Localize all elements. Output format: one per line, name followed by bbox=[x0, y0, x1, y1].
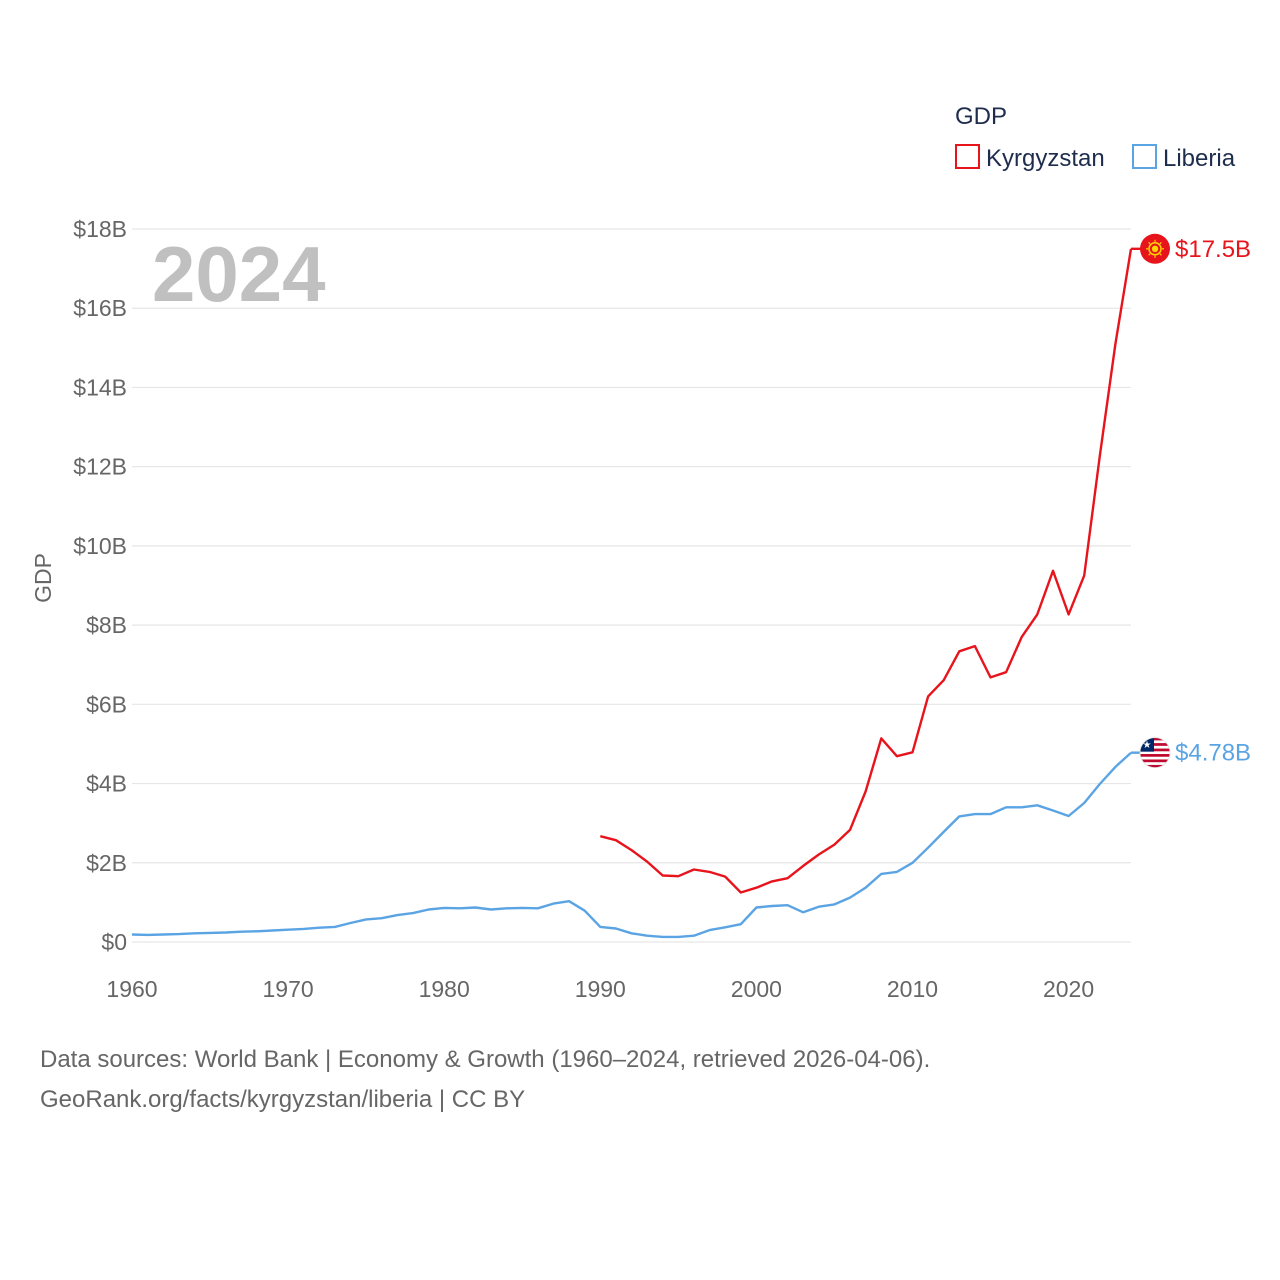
series-line-kyrgyzstan[interactable] bbox=[600, 248, 1133, 894]
x-tick-label: 1980 bbox=[419, 976, 470, 1002]
series-line-liberia[interactable] bbox=[131, 751, 1132, 939]
end-value-label-kyrgyzstan: $17.5B bbox=[1175, 236, 1251, 263]
y-tick-label: $10B bbox=[73, 533, 127, 559]
end-value-label-liberia: $4.78B bbox=[1175, 740, 1251, 767]
x-tick-label: 1970 bbox=[263, 976, 314, 1002]
series-lines bbox=[131, 247, 1141, 939]
y-tick-label: $16B bbox=[73, 295, 127, 321]
x-tick-label: 1990 bbox=[575, 976, 626, 1002]
y-tick-label: $0 bbox=[101, 929, 127, 955]
y-tick-label: $18B bbox=[73, 216, 127, 242]
y-tick-label: $2B bbox=[86, 850, 127, 876]
legend: GDP Kyrgyzstan Liberia bbox=[955, 103, 1236, 172]
x-tick-label: 2020 bbox=[1043, 976, 1094, 1002]
y-tick-label: $12B bbox=[73, 454, 127, 480]
legend-label-kyrgyzstan[interactable]: Kyrgyzstan bbox=[986, 145, 1105, 172]
legend-label-liberia[interactable]: Liberia bbox=[1163, 145, 1236, 172]
x-tick-label: 2000 bbox=[731, 976, 782, 1002]
y-axis-ticks: $0 $2B $4B $6B $8B $10B $12B $14B $16B $18B bbox=[73, 216, 127, 955]
footer-source-line: Data sources: World Bank | Economy & Gro… bbox=[40, 1046, 931, 1073]
liberia-flag-icon bbox=[1139, 737, 1171, 769]
y-tick-label: $6B bbox=[86, 691, 127, 717]
year-watermark: 2024 bbox=[152, 230, 326, 318]
legend-title: GDP bbox=[955, 103, 1007, 130]
y-axis-label: GDP bbox=[30, 553, 56, 603]
footer-link-line[interactable]: GeoRank.org/facts/kyrgyzstan/liberia | C… bbox=[40, 1086, 526, 1113]
y-tick-label: $14B bbox=[73, 374, 127, 400]
x-axis-ticks: 1960 1970 1980 1990 2000 2010 2020 bbox=[106, 976, 1094, 1002]
legend-swatch-liberia[interactable] bbox=[1132, 144, 1157, 169]
x-tick-label: 2010 bbox=[887, 976, 938, 1002]
y-tick-label: $4B bbox=[86, 771, 127, 797]
y-tick-label: $8B bbox=[86, 612, 127, 638]
x-tick-label: 1960 bbox=[106, 976, 157, 1002]
gridlines bbox=[132, 228, 1131, 943]
footer-source: Data sources: World Bank | Economy & Gro… bbox=[40, 1040, 930, 1120]
kyrgyzstan-flag-icon bbox=[1140, 233, 1170, 264]
legend-swatch-kyrgyzstan[interactable] bbox=[955, 144, 980, 169]
